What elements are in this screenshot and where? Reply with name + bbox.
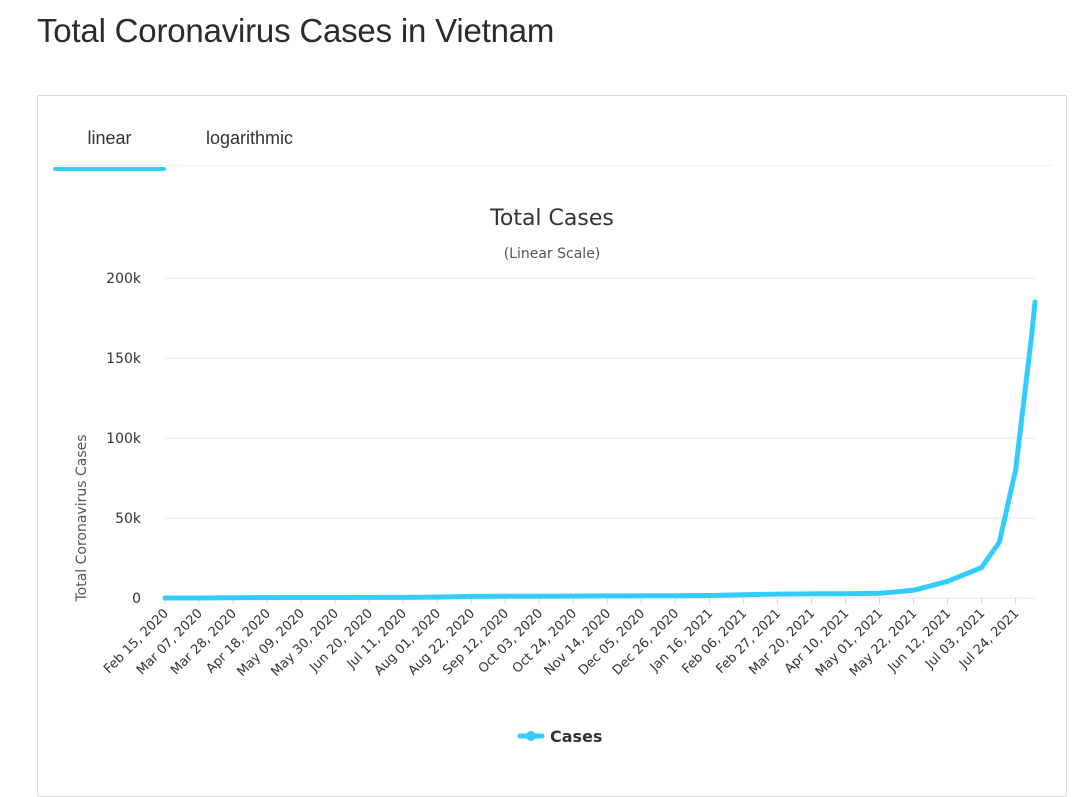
total-cases-chart: Total Cases (Linear Scale) Total Coronav… (74, 206, 1038, 746)
y-tick-label: 150k (106, 351, 142, 367)
x-tick-label: Jul 24, 2021 (956, 606, 1022, 672)
series-line-cases (162, 299, 1038, 601)
y-tick-label: 200k (106, 271, 142, 287)
chart-subtitle: (Linear Scale) (504, 246, 601, 262)
chart-card: linear logarithmic Total Cases (Linear S… (37, 95, 1067, 797)
y-tick-label: 0 (132, 591, 141, 607)
chart-title: Total Cases (489, 206, 614, 231)
tab-linear[interactable]: linear (87, 128, 132, 148)
scale-tabs: linear logarithmic (38, 96, 1066, 172)
page-heading: Total Coronavirus Cases in Vietnam (37, 12, 555, 49)
tab-logarithmic[interactable]: logarithmic (206, 128, 294, 148)
tabs-divider (53, 165, 1051, 166)
active-tab-indicator (53, 167, 166, 171)
legend[interactable]: Cases (517, 727, 602, 746)
legend-label-cases: Cases (550, 727, 602, 746)
y-axis-label: Total Coronavirus Cases (74, 434, 90, 602)
y-tick-label: 50k (115, 511, 142, 527)
legend-marker-cases (526, 731, 536, 741)
y-tick-label: 100k (106, 431, 142, 447)
